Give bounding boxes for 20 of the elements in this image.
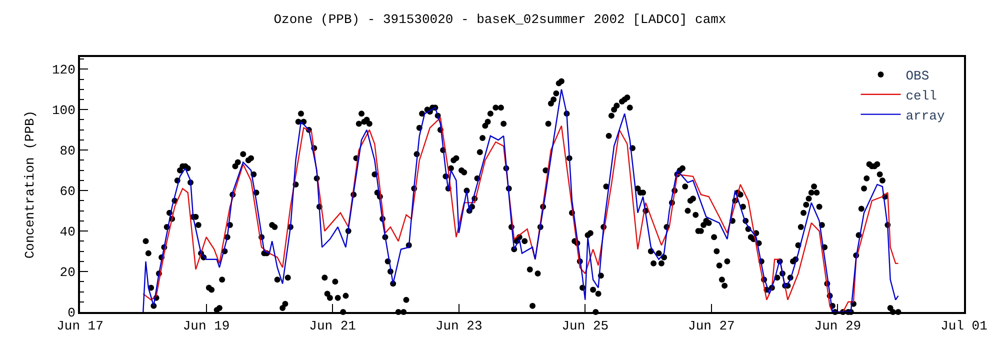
legend-label: OBS — [906, 68, 930, 84]
y-tick-label: 80 — [60, 144, 76, 159]
y-tick-label: 60 — [60, 184, 76, 200]
y-axis-title: Concentration (PPB) — [22, 110, 38, 259]
legend-label: array — [906, 108, 945, 124]
y-tick-label: 120 — [52, 62, 76, 78]
x-tick-label: Jul 01 — [940, 318, 988, 334]
legend-label: cell — [906, 88, 938, 104]
x-tick-label: Jun 27 — [688, 318, 735, 334]
y-tick-label: 0 — [68, 306, 76, 321]
x-tick-label: Jun 21 — [309, 318, 356, 334]
x-tick-label: Jun 29 — [814, 318, 862, 334]
x-tick-label: Jun 23 — [435, 318, 482, 334]
chart-title: Ozone (PPB) - 391530020 - baseK_02summer 2002 [LADCO] camx — [274, 12, 726, 27]
y-tick-label: 100 — [52, 103, 76, 118]
y-tick-label: 40 — [60, 224, 76, 240]
x-tick-label: Jun 17 — [56, 318, 104, 334]
x-tick-label: Jun 25 — [562, 318, 609, 334]
y-tick-label: 20 — [60, 265, 76, 280]
x-tick-label: Jun 19 — [182, 318, 230, 334]
